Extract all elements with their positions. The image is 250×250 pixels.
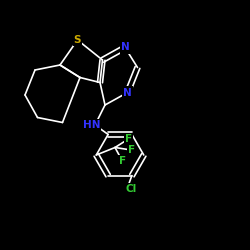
Text: S: S xyxy=(74,35,81,45)
Text: N: N xyxy=(123,88,132,98)
Text: Cl: Cl xyxy=(125,184,136,194)
Text: F: F xyxy=(125,134,132,144)
Text: F: F xyxy=(119,156,126,166)
Text: N: N xyxy=(120,42,130,52)
Text: F: F xyxy=(128,145,135,155)
Text: HN: HN xyxy=(82,120,100,130)
